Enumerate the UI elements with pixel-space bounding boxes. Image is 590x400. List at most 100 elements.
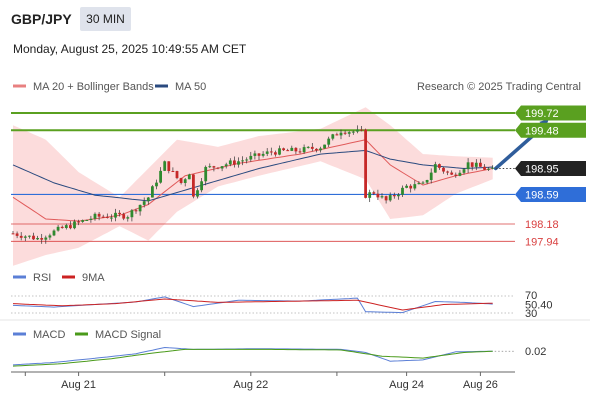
candle-body bbox=[97, 213, 101, 217]
candle-body bbox=[138, 204, 142, 212]
pivot-tag-4-label: 197.94 bbox=[525, 236, 559, 248]
candle-body bbox=[77, 221, 80, 223]
candle-body bbox=[146, 197, 150, 202]
candle-body bbox=[52, 230, 56, 236]
x-tick-label-0: Aug 21 bbox=[61, 379, 96, 391]
candle-body bbox=[384, 196, 388, 201]
legend-main-label-0: MA 20 + Bollinger Bands bbox=[33, 81, 154, 93]
candle-body bbox=[454, 174, 458, 176]
macd-panel: 0.02 bbox=[12, 346, 546, 367]
candle-body bbox=[376, 193, 380, 198]
candle-body bbox=[122, 214, 126, 219]
candle-body bbox=[347, 132, 351, 134]
candle-body bbox=[319, 148, 322, 151]
candle-body bbox=[450, 172, 454, 175]
time-axis: Aug 21 Aug 22 Aug 24 Aug 26 bbox=[11, 371, 515, 391]
candle-body bbox=[331, 134, 335, 139]
candle-body bbox=[429, 172, 433, 181]
candle-body bbox=[466, 162, 470, 170]
candle-body bbox=[212, 166, 216, 168]
candle-body bbox=[294, 147, 298, 152]
candle-body bbox=[253, 153, 257, 156]
macd-tick-0: 0.02 bbox=[525, 346, 546, 358]
chart-datetime: Monday, August 25, 2025 10:49:55 AM CET bbox=[13, 42, 247, 56]
current-price-tag: 198.95 bbox=[515, 160, 586, 176]
candle-body bbox=[286, 150, 290, 152]
rsi-tick-0: 70 bbox=[525, 290, 537, 302]
candle-body bbox=[200, 181, 203, 191]
candle-body bbox=[179, 178, 183, 183]
candle-body bbox=[372, 192, 376, 194]
candle-body bbox=[241, 160, 244, 162]
candle-body bbox=[69, 225, 72, 229]
candle-body bbox=[339, 132, 343, 136]
x-tick-label-1: Aug 22 bbox=[233, 379, 268, 391]
candle-body bbox=[483, 166, 486, 170]
candle-body bbox=[405, 185, 408, 188]
legend-macd-label-0: MACD bbox=[33, 329, 65, 341]
candle-body bbox=[269, 151, 273, 153]
legend-main-label-1: MA 50 bbox=[175, 81, 206, 93]
candle-body bbox=[278, 148, 281, 155]
candle-body bbox=[183, 179, 187, 183]
resistance-tag-1: 199.48 bbox=[515, 122, 586, 138]
candle-body bbox=[433, 164, 437, 173]
candle-body bbox=[282, 148, 285, 151]
candle-body bbox=[438, 164, 441, 168]
candle-body bbox=[306, 146, 310, 148]
legend-rsi-label-1: 9MA bbox=[82, 272, 105, 284]
candle-body bbox=[159, 170, 162, 183]
candle-body bbox=[487, 168, 490, 170]
candle-body bbox=[343, 132, 347, 134]
candle-body bbox=[388, 195, 392, 201]
candle-body bbox=[175, 171, 179, 179]
resistance-tag-0-bg bbox=[515, 105, 586, 121]
candle-body bbox=[36, 238, 39, 240]
candle-body bbox=[56, 226, 60, 231]
candle-body bbox=[208, 166, 212, 168]
candle-body bbox=[462, 169, 466, 173]
candle-body bbox=[40, 238, 44, 240]
candle-body bbox=[302, 147, 306, 153]
price-tags: 199.72 199.48 198.59 198.18 197.94 198.95 bbox=[495, 105, 586, 248]
pivot-tag-3: 198.18 bbox=[525, 219, 559, 231]
candle-body bbox=[155, 182, 158, 187]
candle-body bbox=[401, 187, 404, 195]
candle-body bbox=[81, 220, 85, 222]
candle-body bbox=[114, 212, 117, 218]
candle-body bbox=[442, 167, 445, 172]
x-tick-label-2: Aug 24 bbox=[389, 379, 424, 391]
candle-body bbox=[474, 162, 478, 167]
candle-body bbox=[351, 131, 355, 133]
support-tag-2: 198.59 bbox=[515, 186, 586, 202]
legend-rsi-label-0: RSI bbox=[33, 272, 51, 284]
candle-body bbox=[245, 159, 249, 161]
candle-body bbox=[118, 212, 121, 215]
timeframe-badge[interactable]: 30 MIN bbox=[80, 7, 131, 31]
resistance-tag-0-label: 199.72 bbox=[525, 108, 559, 120]
candle-body bbox=[11, 233, 15, 235]
candle-body bbox=[85, 219, 89, 221]
candle-body bbox=[380, 196, 384, 198]
instrument-title: GBP/JPY bbox=[11, 11, 72, 27]
macd-line bbox=[12, 346, 493, 366]
candle-body bbox=[105, 216, 109, 218]
candle-body bbox=[491, 167, 495, 169]
candle-body bbox=[315, 148, 318, 151]
candle-body bbox=[163, 161, 167, 171]
candle-body bbox=[19, 235, 23, 238]
candle-body bbox=[274, 152, 277, 155]
candle-body bbox=[187, 174, 191, 180]
candle-body bbox=[130, 210, 134, 218]
candle-body bbox=[220, 166, 224, 169]
rsi-tick-1: 50.40 bbox=[525, 299, 553, 311]
candle-body bbox=[446, 171, 449, 173]
candle-body bbox=[110, 217, 113, 219]
legends: MA 20 + Bollinger Bands MA 50 RSI 9MA MACD MA… bbox=[13, 81, 206, 341]
candle-body bbox=[216, 167, 220, 169]
candle-body bbox=[15, 233, 19, 236]
candle-body bbox=[364, 129, 367, 198]
candle-body bbox=[228, 160, 232, 165]
pivot-tag-3-label: 198.18 bbox=[525, 219, 559, 231]
